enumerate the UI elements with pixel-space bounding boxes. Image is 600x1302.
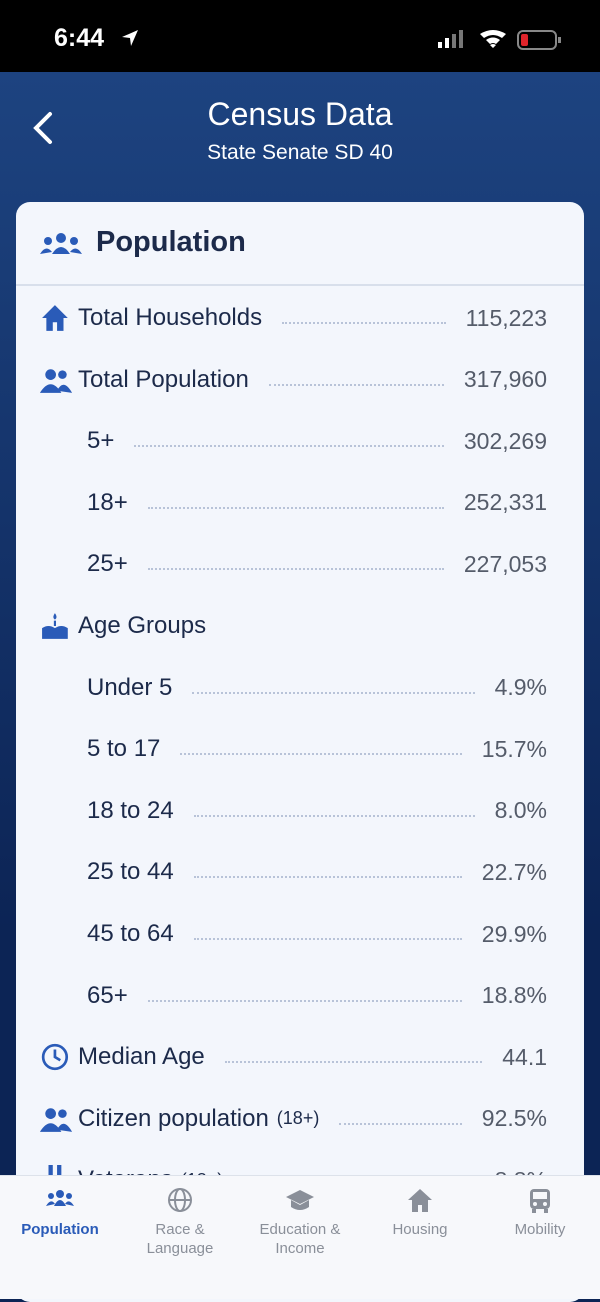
row-icon bbox=[41, 1044, 69, 1071]
location-icon bbox=[122, 30, 138, 46]
leader bbox=[192, 691, 475, 694]
row-label: Median Age bbox=[78, 1043, 205, 1071]
tab-icon bbox=[408, 1189, 432, 1212]
row-value: 317,960 bbox=[463, 366, 547, 393]
row-label: 5+ bbox=[87, 427, 115, 455]
leader bbox=[193, 814, 475, 817]
header-title: Census Data bbox=[207, 96, 393, 132]
row-value: 302,269 bbox=[463, 427, 547, 454]
row-label: 25 to 44 bbox=[87, 858, 174, 886]
tab-icon bbox=[46, 1190, 74, 1206]
leader bbox=[282, 322, 446, 324]
row-label: Total Population bbox=[78, 365, 249, 393]
row-note: (18+) bbox=[276, 1108, 320, 1129]
row-icon bbox=[39, 368, 73, 393]
data-row: Median Age 44.1 bbox=[34, 1037, 547, 1077]
data-row: 5+ 302,269 bbox=[34, 421, 547, 461]
data-row: Citizen population (18+) 92.5% bbox=[34, 1099, 547, 1139]
tab-icon bbox=[168, 1188, 192, 1212]
leader bbox=[147, 999, 462, 1002]
card: Population Total Households 115,223 Total … bbox=[16, 202, 584, 1302]
tab-bar: Population Race & Language Education & Inc… bbox=[0, 1175, 600, 1299]
data-row: 18+ 252,331 bbox=[34, 483, 547, 523]
header-subtitle: State Senate SD 40 bbox=[207, 141, 393, 164]
leader bbox=[147, 568, 444, 571]
leader bbox=[224, 1061, 483, 1064]
data-row: Under 5 4.9% bbox=[34, 668, 547, 708]
tab-icon bbox=[530, 1189, 550, 1213]
card-title: Population bbox=[96, 226, 246, 258]
row-label: 45 to 64 bbox=[87, 920, 174, 947]
row-icon bbox=[39, 1108, 73, 1132]
row-label: 5 to 17 bbox=[87, 735, 161, 763]
tab[interactable]: Education & Income bbox=[240, 1176, 360, 1258]
row-value: 92.5% bbox=[481, 1105, 547, 1132]
row-value: 22.7% bbox=[481, 858, 547, 885]
data-row: Age Groups bbox=[34, 606, 547, 646]
data-row: 45 to 64 29.9% bbox=[34, 914, 547, 954]
row-value: 4.9% bbox=[494, 674, 547, 701]
row-value: 29.9% bbox=[481, 920, 547, 947]
tab-label: Population bbox=[21, 1221, 99, 1238]
tab[interactable]: Population bbox=[0, 1176, 120, 1239]
data-row: Total Households 115,223 bbox=[34, 298, 547, 338]
status-bar: 6:44 bbox=[0, 0, 600, 72]
row-value: 115,223 bbox=[465, 304, 547, 331]
back-button[interactable] bbox=[30, 110, 56, 146]
leader bbox=[193, 876, 462, 879]
row-label: Age Groups bbox=[78, 612, 207, 639]
card-icon bbox=[40, 233, 82, 254]
leader bbox=[134, 445, 444, 448]
data-row: 25+ 227,053 bbox=[34, 544, 547, 584]
leader bbox=[147, 506, 444, 509]
row-label: 18+ bbox=[87, 488, 128, 516]
tab-label: Education & Income bbox=[259, 1221, 341, 1257]
tab-label: Housing bbox=[392, 1221, 448, 1238]
row-icon bbox=[42, 613, 68, 639]
row-value: 227,053 bbox=[463, 550, 547, 577]
clock: 6:44 bbox=[54, 24, 105, 52]
data-row: 5 to 17 15.7% bbox=[34, 729, 547, 769]
tab[interactable]: Housing bbox=[360, 1176, 480, 1239]
tab-label: Mobility bbox=[514, 1221, 566, 1238]
leader bbox=[339, 1122, 462, 1125]
status-icons bbox=[438, 30, 561, 50]
data-row: 25 to 44 22.7% bbox=[34, 852, 547, 892]
row-value: 18.8% bbox=[481, 982, 547, 1009]
row-value: 44.1 bbox=[502, 1043, 547, 1070]
row-label: Under 5 bbox=[87, 673, 173, 701]
data-row: Total Population 317,960 bbox=[34, 360, 547, 400]
row-label: Total Households bbox=[78, 304, 263, 331]
row-icon bbox=[42, 305, 68, 331]
tab[interactable]: Mobility bbox=[480, 1176, 600, 1239]
tab-label: Race & Language bbox=[146, 1221, 214, 1257]
divider bbox=[16, 284, 584, 286]
row-label: 18 to 24 bbox=[87, 796, 174, 824]
data-row: 65+ 18.8% bbox=[34, 976, 547, 1016]
tab-icon bbox=[286, 1190, 314, 1210]
leader bbox=[268, 383, 444, 386]
row-label: 25+ bbox=[87, 550, 128, 578]
row-value: 15.7% bbox=[481, 735, 547, 762]
row-label: 65+ bbox=[87, 981, 128, 1009]
leader bbox=[193, 938, 462, 940]
leader bbox=[180, 753, 462, 756]
tab[interactable]: Race & Language bbox=[120, 1176, 240, 1258]
row-value: 8.0% bbox=[494, 797, 547, 824]
row-value: 252,331 bbox=[463, 489, 547, 516]
data-row: 18 to 24 8.0% bbox=[34, 791, 547, 831]
row-label: Citizen population bbox=[78, 1104, 269, 1132]
